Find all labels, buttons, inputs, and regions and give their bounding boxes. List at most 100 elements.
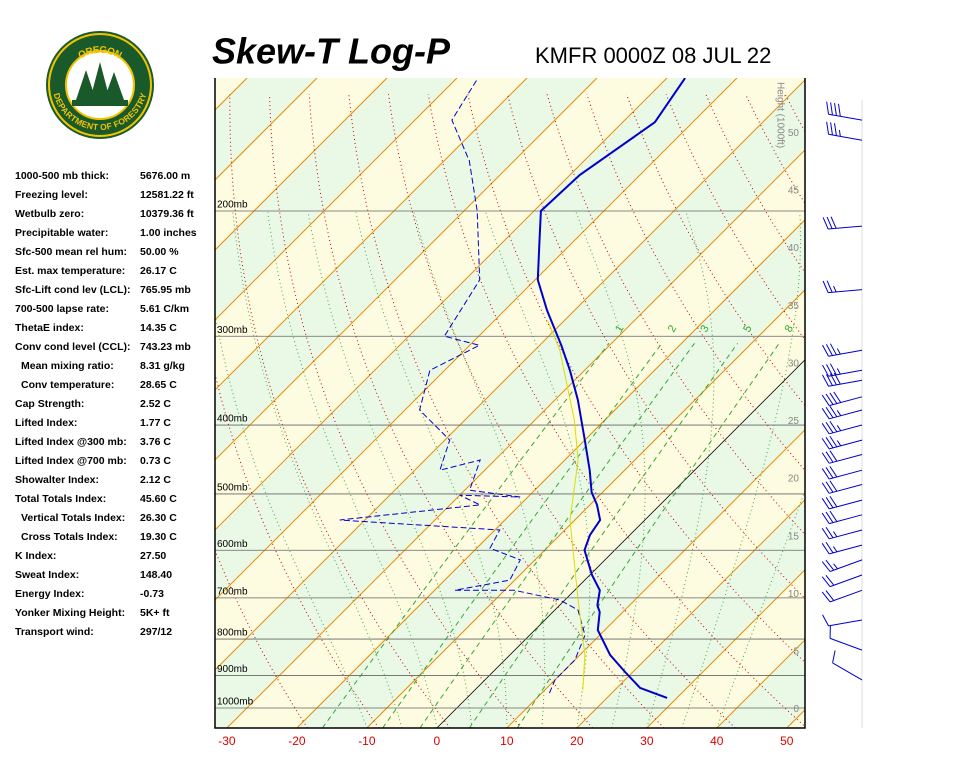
stat-label: Mean mixing ratio: [21, 360, 114, 372]
stat-value: 5K+ ft [140, 607, 170, 619]
stat-label: Lifted Index @300 mb: [15, 436, 127, 448]
mixing-ratio-label: 5 [741, 323, 754, 334]
profile-line [547, 320, 586, 690]
y2-tick-label: 0 [793, 704, 799, 715]
stat-value: 743.23 mb [140, 341, 191, 353]
isotherm [786, 709, 805, 728]
stat-label: ThetaE index: [15, 322, 84, 334]
isotherm [215, 78, 738, 601]
stat-value: 2.12 C [140, 474, 171, 486]
y2-axis-label: Height (1000ft) [774, 82, 785, 148]
y-tick-label: 200mb [217, 200, 248, 211]
y-tick-label: 800mb [217, 628, 248, 639]
wind-barb [821, 466, 863, 480]
mixing-ratio-line [419, 343, 695, 728]
mixing-ratio-label: 8 [783, 323, 796, 334]
overlay: 1 2 3 5 8200mb300mb400mb500mb600mb700mb800mb… [214, 78, 863, 748]
stat-value: 1.00 inches [140, 227, 197, 239]
wind-barb [822, 216, 863, 230]
stat-value: 1.77 C [140, 417, 171, 429]
stat-label: Vertical Totals Index: [21, 512, 125, 524]
y2-tick-label: 30 [788, 358, 800, 369]
stat-value: 10379.36 ft [140, 208, 194, 220]
y2-tick-label: 25 [788, 416, 800, 427]
stat-value: 12581.22 ft [140, 189, 194, 201]
x-tick-label: 20 [570, 734, 584, 748]
wind-barb [821, 495, 863, 510]
stat-label: Transport wind: [15, 626, 94, 638]
stat-label: Freezing level: [15, 189, 88, 201]
y2-tick-label: 50 [788, 128, 800, 139]
plot [215, 78, 960, 728]
wind-barb [821, 510, 863, 525]
stat-value: 765.95 mb [140, 284, 191, 296]
wind-barb [821, 574, 863, 588]
stat-label: Showalter Index: [15, 474, 99, 486]
stat-label: Conv temperature: [21, 379, 114, 391]
wind-barb [822, 363, 863, 377]
isotherm [436, 359, 805, 728]
y2-tick-label: 40 [788, 243, 800, 254]
stat-value: -0.73 [140, 588, 164, 600]
wind-barb [822, 343, 863, 357]
x-tick-label: 50 [780, 734, 794, 748]
wind-barb [822, 614, 863, 627]
moist-adiabat [575, 212, 646, 728]
dry-adiabat [586, 94, 805, 472]
logo-tree [76, 70, 96, 100]
wind-barb [821, 559, 863, 572]
stat-label: Sfc-Lift cond lev (LCL): [15, 284, 131, 296]
stat-value: 27.50 [140, 550, 166, 562]
x-tick-label: 0 [434, 734, 441, 748]
band [786, 709, 805, 728]
moist-adiabat [646, 212, 715, 728]
stat-value: 5676.00 m [140, 170, 190, 182]
stat-value: 148.40 [140, 569, 172, 581]
logo-top-text: OREGON [76, 44, 123, 61]
wind-barb [822, 372, 863, 387]
isotherm [296, 219, 805, 728]
dry-adiabat [215, 371, 380, 728]
y2-tick-label: 45 [788, 186, 800, 197]
stat-label: Sweat Index: [15, 569, 79, 581]
mixing-ratio-line [382, 343, 663, 728]
stat-label: Sfc-500 mean rel hum: [15, 246, 127, 258]
logo-border [48, 33, 152, 137]
mixing-ratio-label: 1 [613, 323, 626, 334]
wind-barb [832, 650, 863, 681]
wind-barb [821, 480, 863, 494]
stat-label: Energy Index: [15, 588, 84, 600]
stat-value: 28.65 C [140, 379, 177, 391]
x-tick-label: 30 [640, 734, 654, 748]
band [215, 79, 805, 728]
y2-tick-label: 10 [788, 589, 800, 600]
dry-adiabat [825, 94, 960, 728]
stat-label: Est. max temperature: [15, 265, 125, 277]
logo-top: OREGON [76, 44, 123, 61]
plot-frame [214, 78, 806, 729]
profile-line [339, 78, 586, 694]
stat-label: Cap Strength: [15, 398, 84, 410]
x-tick-label: -10 [358, 734, 376, 748]
isotherm [646, 569, 805, 728]
y-tick-label: 700mb [217, 586, 248, 597]
moist-adiabat [215, 311, 368, 728]
wind-barb [826, 121, 863, 141]
wind-barb [821, 526, 863, 540]
dry-adiabat [215, 548, 309, 728]
dry-adiabat [467, 94, 805, 664]
dry-adiabat [865, 94, 960, 728]
logo: OREGON DEPARTMENT OF FORESTRY [46, 31, 154, 139]
logo-tree [90, 62, 110, 100]
stat-label: Cross Totals Index: [21, 531, 118, 543]
x-tick-label: 10 [500, 734, 514, 748]
stat-label: K Index: [15, 550, 56, 562]
wind-barb [821, 589, 863, 603]
isotherm [215, 78, 598, 461]
y2-tick-label: 20 [788, 474, 800, 485]
logo-ground [72, 100, 128, 106]
dry-adiabat [388, 94, 736, 728]
stat-label: Yonker Mixing Height: [15, 607, 125, 619]
